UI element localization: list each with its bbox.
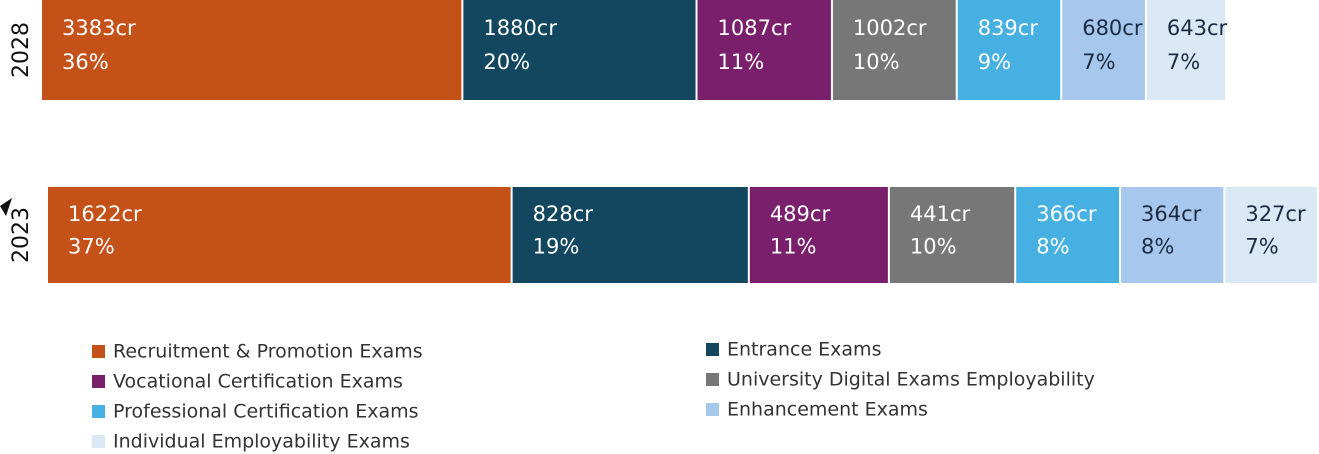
value-label: 327cr <box>1245 202 1306 226</box>
percent-label: 20% <box>483 50 530 74</box>
percent-label: 8% <box>1036 234 1069 258</box>
percent-label: 10% <box>910 234 957 258</box>
bar-segment <box>42 0 462 100</box>
bar-segment <box>1225 187 1317 283</box>
value-label: 839cr <box>978 16 1039 40</box>
percent-label: 7% <box>1082 50 1115 74</box>
value-label: 828cr <box>533 202 594 226</box>
category-label: 2023 <box>9 207 34 263</box>
value-label: 364cr <box>1141 202 1202 226</box>
category-label: 2028 <box>9 22 34 78</box>
bar-segment <box>832 0 956 100</box>
arrow-fragment <box>0 198 12 216</box>
percent-label: 7% <box>1245 234 1278 258</box>
legend-swatch <box>92 345 105 358</box>
percent-label: 19% <box>533 234 580 258</box>
legend-swatch <box>706 343 719 356</box>
legend-swatch <box>92 375 105 388</box>
legend-label: Professional Certification Exams <box>113 401 419 423</box>
bar-segment <box>1016 187 1120 283</box>
legend-swatch <box>706 403 719 416</box>
value-label: 3383cr <box>62 16 136 40</box>
legend-label: Recruitment & Promotion Exams <box>113 341 423 363</box>
legend-swatch <box>92 405 105 418</box>
legend-swatch <box>92 435 105 448</box>
value-label: 1622cr <box>68 202 142 226</box>
percent-label: 37% <box>68 234 115 258</box>
bar-segment <box>697 0 831 100</box>
percent-label: 8% <box>1141 234 1174 258</box>
legend-label: Vocational Certification Exams <box>113 371 403 393</box>
value-label: 1002cr <box>853 16 927 40</box>
bar-segment <box>48 187 511 283</box>
legend-label: University Digital Exams Employability <box>727 369 1095 391</box>
bar-segment <box>512 187 748 283</box>
bar-segment <box>463 0 696 100</box>
percent-label: 11% <box>718 50 765 74</box>
bar-segment <box>957 0 1061 100</box>
legend-label: Individual Employability Exams <box>113 431 410 453</box>
value-label: 489cr <box>770 202 831 226</box>
percent-label: 36% <box>62 50 109 74</box>
percent-label: 7% <box>1167 50 1200 74</box>
percent-label: 11% <box>770 234 817 258</box>
value-label: 366cr <box>1036 202 1097 226</box>
value-label: 1880cr <box>483 16 557 40</box>
legend-label: Entrance Exams <box>727 339 881 361</box>
bar-segment <box>889 187 1015 283</box>
value-label: 643cr <box>1167 16 1228 40</box>
percent-label: 9% <box>978 50 1011 74</box>
bar-segment <box>1121 187 1224 283</box>
bar-segment <box>1146 0 1225 100</box>
value-label: 680cr <box>1082 16 1143 40</box>
percent-label: 10% <box>853 50 900 74</box>
value-label: 441cr <box>910 202 971 226</box>
value-label: 1087cr <box>718 16 792 40</box>
bar-segment <box>749 187 888 283</box>
bar-segment <box>1062 0 1145 100</box>
legend-swatch <box>706 373 719 386</box>
legend-label: Enhancement Exams <box>727 399 928 421</box>
